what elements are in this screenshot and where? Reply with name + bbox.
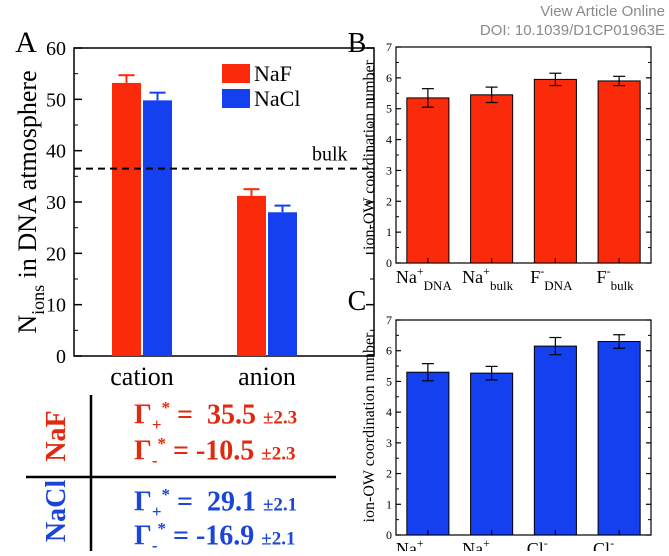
panel-a-bar: [268, 212, 297, 356]
panel-c: C 0 1 2 3 4 5 6 7 ion-OW coordination number Na+DN…: [348, 286, 652, 551]
naf-gamma-plus: Γ+* = 35.5 ±2.3: [134, 398, 298, 434]
panel-a-ytick-label: 10: [46, 295, 66, 317]
panel-c-ytick-label: 2: [386, 467, 392, 481]
panel-c-bar: [406, 371, 450, 536]
panel-b-category-label: F-bulk: [597, 264, 635, 293]
panel-a: A 0 10 20 30 40 50 60 Nions in DNA atmosphere cat…: [13, 26, 375, 391]
panel-a-category-label: cation: [110, 362, 174, 391]
panel-c-ytick-label: 1: [386, 497, 392, 511]
panel-c-ytick-label: 0: [386, 528, 392, 542]
panel-b-ytick-label: 7: [386, 40, 392, 54]
watermark-view-article[interactable]: View Article Online: [540, 3, 665, 20]
panel-b-ytick-label: 4: [386, 133, 392, 147]
panel-a-bulk-label: bulk: [312, 144, 348, 166]
panel-b: B 0 1 2 3 4 5 6 7 ion-OW coordination number Na+DN…: [348, 28, 652, 293]
panel-b-bar: [597, 80, 641, 264]
panel-a-legend-swatch: [222, 64, 250, 83]
panel-c-category-label: Na+DNA: [396, 536, 453, 551]
panel-a-ytick-label: 0: [56, 346, 66, 368]
panel-c-letter: C: [348, 286, 367, 317]
panel-c-bar: [470, 372, 514, 536]
panel-a-ylabel: Nions in DNA atmosphere: [13, 70, 48, 333]
panel-b-bar: [406, 97, 450, 264]
panel-c-ytick-label: 5: [386, 374, 392, 388]
panel-a-letter: A: [15, 26, 37, 59]
panel-b-bar: [470, 94, 514, 264]
panel-b-category-label: Na+bulk: [462, 264, 513, 293]
gamma-table-grid: [26, 395, 336, 551]
panel-b-ytick-label: 6: [386, 71, 392, 85]
panel-c-ytick-label: 7: [386, 313, 392, 327]
panel-b-category-label: F-DNA: [530, 264, 573, 293]
panel-c-ytick-label: 4: [386, 405, 392, 419]
panel-a-bar: [237, 195, 266, 356]
panel-c-category-label: Cl-bulk: [593, 536, 638, 551]
watermark-doi[interactable]: DOI: 10.1039/D1CP01963E: [479, 22, 665, 39]
nacl-gamma-minus: Γ-* = -16.9 ±2.1: [134, 519, 296, 555]
panel-c-ytick-label: 6: [386, 344, 392, 358]
watermark: View Article Online DOI: 10.1039/D1CP019…: [365, 2, 665, 40]
panel-a-legend-label: NaCl: [254, 86, 300, 111]
naf-gamma-minus: Γ-* = -10.5 ±2.3: [134, 434, 296, 470]
panel-a-category-label: anion: [238, 362, 296, 391]
panel-c-category-label: Na+bulk: [462, 536, 513, 551]
panel-c-category-label: Cl-DNA: [527, 536, 577, 551]
panel-a-ytick-label: 60: [46, 38, 66, 60]
panel-a-ytick-label: 40: [46, 141, 66, 163]
panel-b-ytick-label: 0: [386, 256, 392, 270]
panel-a-ytick-label: 20: [46, 243, 66, 265]
panel-b-ytick-label: 2: [386, 194, 392, 208]
panel-b-ylabel: ion-OW coordination number: [361, 59, 378, 250]
panel-a-bar: [143, 100, 172, 356]
panel-b-ytick-label: 1: [386, 225, 392, 239]
panel-a-ytick-label: 50: [46, 89, 66, 111]
panel-a-legend-swatch: [222, 89, 250, 108]
nacl-row-label: NaCl: [41, 479, 72, 543]
panel-a-legend-label: NaF: [254, 61, 292, 86]
nacl-gamma-plus: Γ+* = 29.1 ±2.1: [134, 485, 298, 521]
panel-b-ytick-label: 3: [386, 163, 392, 177]
panel-b-ytick-label: 5: [386, 102, 392, 116]
panel-a-ytick-label: 30: [46, 192, 66, 214]
panel-b-bar: [533, 78, 577, 264]
panel-b-letter: B: [348, 28, 367, 59]
panel-c-ylabel: ion-OW coordination number: [361, 332, 378, 523]
panel-b-category-label: Na+DNA: [396, 264, 453, 293]
panel-c-ytick-label: 3: [386, 436, 392, 450]
gamma-table: NaF NaCl Γ+* = 35.5 ±2.3 Γ-* = -10.5 ±2.…: [26, 392, 336, 555]
panel-a-bar: [112, 82, 141, 356]
panel-c-bar: [597, 341, 641, 536]
panel-c-bar: [533, 345, 577, 536]
